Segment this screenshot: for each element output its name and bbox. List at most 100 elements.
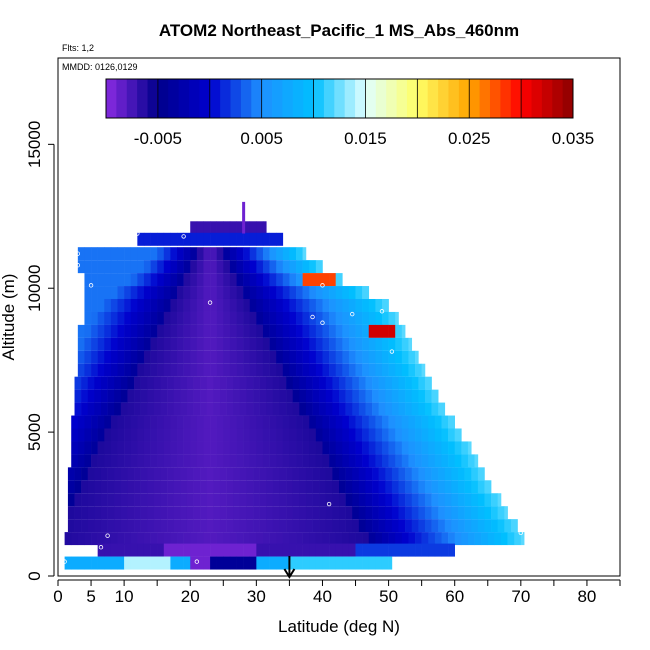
heatmap-cell: [411, 467, 419, 481]
heatmap-cell: [233, 402, 241, 416]
heatmap-cell: [243, 286, 251, 300]
heatmap-cell: [372, 467, 379, 481]
heatmap-cell: [177, 363, 184, 377]
heatmap-cell: [282, 556, 290, 570]
heatmap-cell: [405, 402, 413, 416]
heatmap-cell: [395, 337, 403, 351]
heatmap-cell: [206, 376, 214, 390]
heatmap-cell: [193, 519, 201, 533]
heatmap-cell: [335, 298, 343, 312]
heatmap-cell: [110, 273, 118, 287]
heatmap-cell: [84, 454, 92, 468]
heatmap-cell: [193, 376, 201, 390]
heatmap-cell: [104, 337, 112, 351]
heatmap-cell: [398, 519, 406, 533]
heatmap-cell: [87, 480, 95, 494]
x-axis-label: Latitude (deg N): [278, 617, 400, 636]
heatmap-cell: [249, 363, 257, 377]
heatmap-cell: [269, 324, 277, 338]
heatmap-cell: [120, 376, 128, 390]
heatmap-cell: [229, 247, 237, 261]
heatmap-cell: [372, 480, 379, 494]
heatmap-cell: [186, 467, 194, 481]
heatmap-cell: [170, 428, 178, 442]
sample-point: [326, 501, 332, 507]
heatmap-cell: [196, 221, 204, 235]
heatmap-cell: [296, 556, 303, 570]
heatmap-cell: [196, 556, 204, 570]
heatmap-cell: [487, 532, 495, 546]
heatmap-cell: [97, 532, 105, 546]
heatmap-cell: [190, 337, 198, 351]
heatmap-cell: [223, 415, 231, 429]
heatmap-cell: [104, 260, 112, 274]
heatmap-cell: [190, 363, 198, 377]
heatmap-cell: [160, 389, 168, 403]
heatmap-cell: [127, 506, 135, 520]
heatmap-cell: [177, 428, 184, 442]
heatmap-cell: [253, 519, 260, 533]
heatmap-cell: [170, 363, 178, 377]
heatmap-cell: [520, 532, 525, 546]
heatmap-cell: [262, 324, 270, 338]
heatmap-cell: [150, 232, 158, 246]
heatmap-cell: [143, 298, 151, 312]
heatmap-cell: [243, 350, 251, 364]
heatmap-cell: [163, 350, 171, 364]
heatmap-cell: [170, 441, 178, 455]
heatmap-cell: [249, 543, 257, 557]
heatmap-cell: [421, 441, 429, 455]
heatmap-cell: [339, 402, 346, 416]
heatmap-cell: [405, 467, 413, 481]
heatmap-cell: [160, 519, 168, 533]
heatmap-cell: [348, 286, 356, 300]
heatmap-cell: [276, 273, 284, 287]
heatmap-cell: [276, 260, 284, 274]
heatmap-cell: [130, 260, 138, 274]
heatmap-cell: [286, 402, 294, 416]
heatmap-cell: [226, 480, 234, 494]
heatmap-cell: [173, 467, 181, 481]
heatmap-cell: [94, 402, 102, 416]
heatmap-cell: [117, 273, 125, 287]
heatmap-cell: [302, 273, 310, 287]
heatmap-cell: [312, 480, 320, 494]
y-axis: 0 5000 10000 15000: [25, 121, 55, 581]
heatmap-cell: [97, 428, 105, 442]
heatmap-cell: [424, 389, 432, 403]
heatmap-cell: [127, 467, 135, 481]
heatmap-cell: [216, 532, 224, 546]
heatmap-cell: [100, 376, 108, 390]
heatmap-cell: [243, 532, 251, 546]
heatmap-cell: [223, 273, 231, 287]
heatmap-cell: [140, 519, 148, 533]
heatmap-cell: [253, 402, 260, 416]
heatmap-cell: [249, 532, 257, 546]
heatmap-cell: [213, 402, 221, 416]
heatmap-cell: [388, 441, 396, 455]
heatmap-cell: [342, 324, 350, 338]
heatmap-cell: [163, 454, 171, 468]
heatmap-cell: [289, 324, 297, 338]
heatmap-cell: [223, 324, 231, 338]
heatmap-cell: [153, 467, 161, 481]
heatmap-cell: [391, 376, 399, 390]
heatmap-cell: [500, 532, 508, 546]
colorbar-swatch: [562, 79, 574, 118]
heatmap-cell: [183, 260, 191, 274]
heatmap-cell: [345, 389, 353, 403]
heatmap-cell: [302, 247, 307, 261]
heatmap-cell: [163, 260, 171, 274]
heatmap-cell: [256, 324, 264, 338]
plot-frame: [57, 57, 621, 577]
heatmap-cell: [229, 415, 237, 429]
heatmap-cell: [243, 273, 251, 287]
colorbar-swatch: [438, 79, 449, 118]
heatmap-cell: [322, 324, 330, 338]
heatmap-cell: [325, 402, 333, 416]
heatmap-cell: [372, 493, 379, 507]
heatmap-cell: [368, 532, 376, 546]
heatmap-cell: [163, 273, 171, 287]
sample-point: [350, 311, 355, 317]
heatmap-cell: [130, 454, 138, 468]
